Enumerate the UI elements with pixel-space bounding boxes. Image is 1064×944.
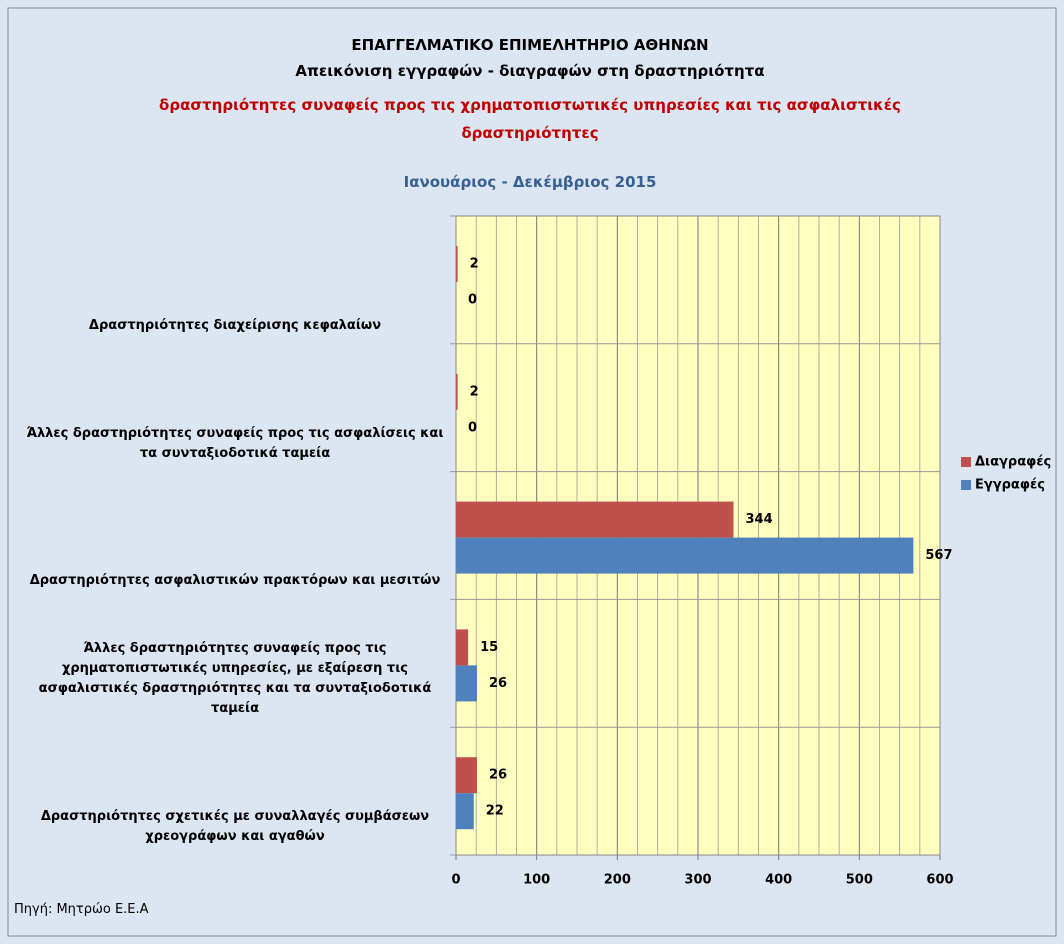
x-tick-label: 500 bbox=[846, 873, 873, 888]
frame bbox=[7, 7, 1057, 937]
value-label: 26 bbox=[489, 768, 507, 783]
value-label: 15 bbox=[480, 640, 498, 655]
activity-title: δραστηριότητες συναφείς προς τις χρηματο… bbox=[159, 96, 901, 142]
bar bbox=[456, 665, 477, 702]
y-tick-label: Άλλες δραστηριότητες συναφείς προς τις χ… bbox=[38, 641, 432, 717]
legend-swatch bbox=[961, 457, 971, 467]
bar bbox=[456, 501, 734, 538]
x-tick-label: 0 bbox=[451, 873, 460, 888]
legend-label: Εγγραφές bbox=[975, 478, 1045, 493]
x-tick-label: 200 bbox=[604, 873, 631, 888]
chart-title: ΕΠΑΓΓΕΛΜΑΤΙΚΟ ΕΠΙΜΕΛΗΤΗΡΙΟ ΑΘΗΝΩΝ bbox=[351, 36, 709, 54]
legend-label: Διαγραφές bbox=[975, 455, 1051, 470]
x-tick-label: 300 bbox=[684, 873, 711, 888]
source: Πηγή: Μητρώο Ε.Ε.Α bbox=[14, 902, 149, 917]
value-label: 26 bbox=[489, 676, 507, 691]
y-tick-label: Δραστηριότητες ασφαλιστικών πρακτόρων κα… bbox=[29, 573, 441, 589]
bar bbox=[456, 537, 914, 574]
y-tick-label: Δραστηριότητες διαχείρισης κεφαλαίων bbox=[88, 317, 382, 333]
value-label: 0 bbox=[468, 293, 477, 308]
value-label: 567 bbox=[925, 548, 952, 563]
value-label: 22 bbox=[486, 804, 504, 819]
value-label: 2 bbox=[470, 257, 479, 272]
bar bbox=[456, 629, 469, 666]
value-label: 0 bbox=[468, 420, 477, 435]
chart-subtitle: Απεικόνιση εγγραφών - διαγραφών στη δρασ… bbox=[295, 62, 765, 80]
bar bbox=[456, 757, 477, 794]
y-tick-label: Άλλες δραστηριότητες συναφείς προς τις α… bbox=[26, 425, 444, 461]
y-tick-label: Δραστηριότητες σχετικές με συναλλαγές συ… bbox=[40, 809, 430, 844]
bar bbox=[456, 793, 474, 830]
value-label: 344 bbox=[745, 512, 772, 527]
period: Ιανουάριος - Δεκέμβριος 2015 bbox=[403, 173, 657, 191]
x-tick-label: 100 bbox=[523, 873, 550, 888]
bar bbox=[456, 373, 458, 410]
x-tick-label: 600 bbox=[926, 873, 953, 888]
bar bbox=[456, 246, 458, 282]
legend-swatch bbox=[961, 480, 971, 490]
x-tick-label: 400 bbox=[765, 873, 792, 888]
value-label: 2 bbox=[470, 384, 479, 399]
